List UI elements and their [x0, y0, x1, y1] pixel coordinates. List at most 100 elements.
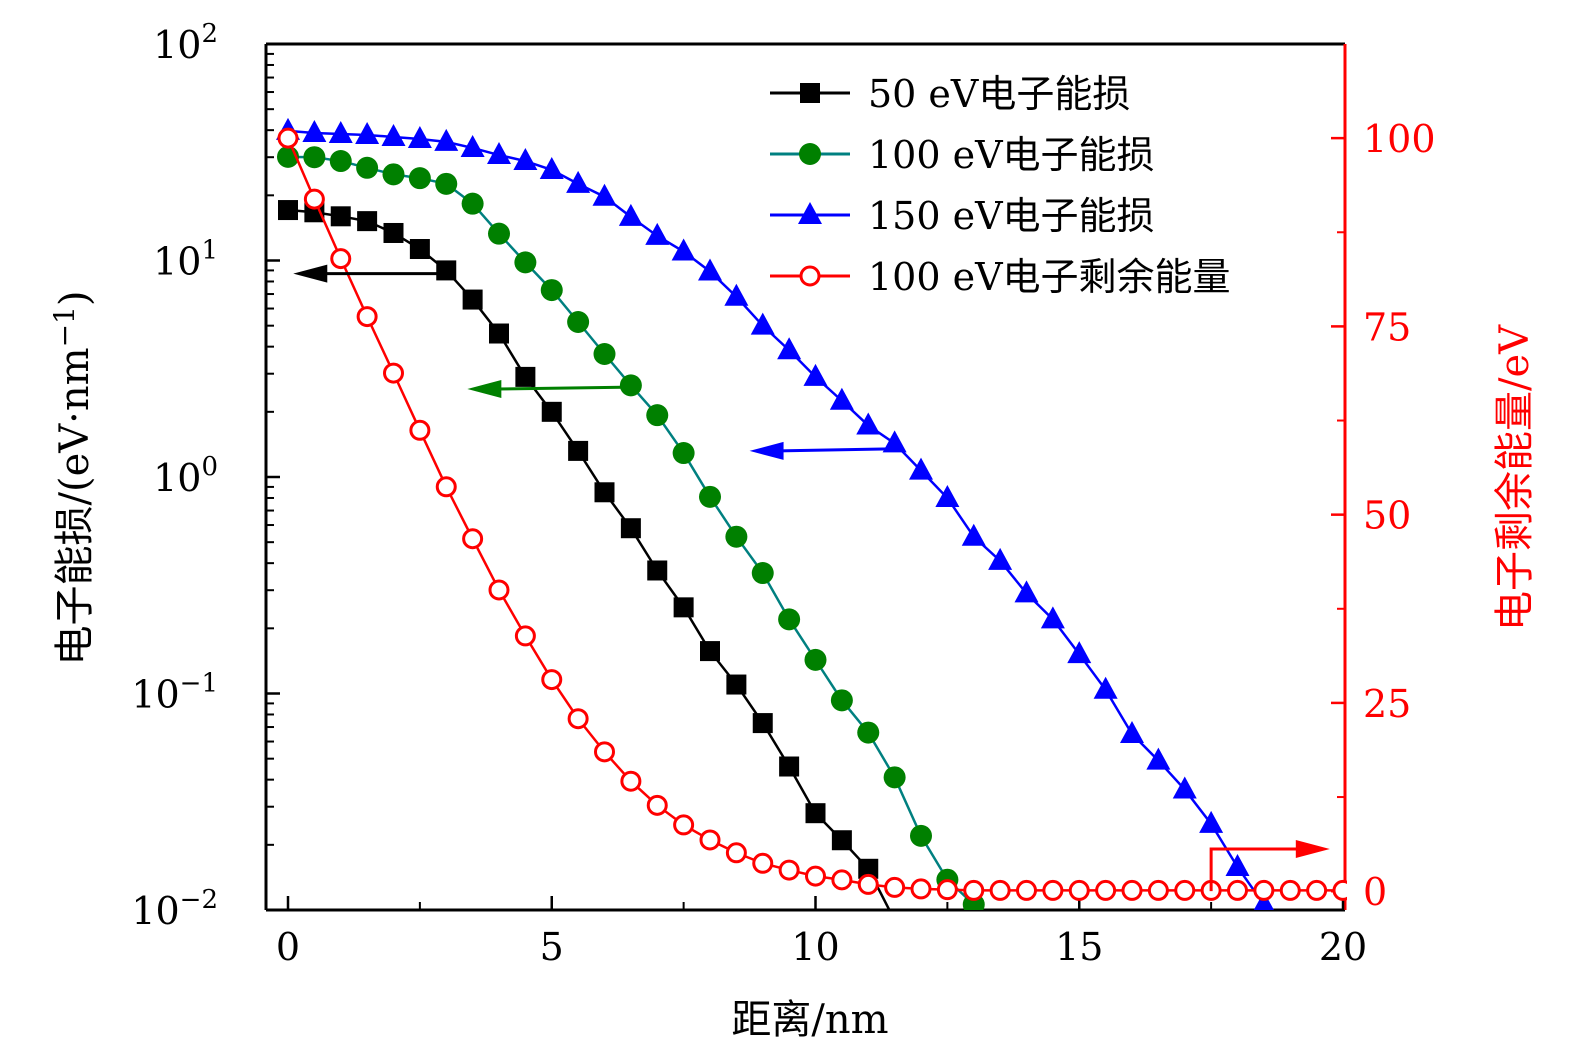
data-point [594, 741, 615, 763]
data-point [988, 547, 1013, 570]
tick-exponent: 0 [201, 452, 218, 482]
y-left-tick-label: 10−2 [131, 885, 218, 933]
data-point [1225, 853, 1250, 876]
data-point [856, 412, 881, 435]
data-point [829, 387, 854, 410]
legend-item: 50 eV电子能损 [770, 72, 1130, 116]
arrow-shaft [497, 385, 631, 391]
data-point [593, 342, 616, 365]
data-point [830, 689, 853, 712]
data-point [1042, 879, 1064, 901]
arrow-head [1295, 840, 1330, 859]
data-point [752, 713, 773, 734]
data-point [407, 126, 432, 149]
data-point [408, 167, 431, 190]
data-point [646, 794, 668, 816]
tick-exponent: −2 [180, 885, 218, 915]
data-point [567, 310, 590, 333]
data-point [488, 579, 510, 601]
data-point [645, 222, 670, 245]
data-point [434, 128, 459, 151]
data-point [1093, 676, 1118, 699]
x-axis-title: 距离/nm [731, 997, 888, 1043]
legend-marker [800, 83, 820, 103]
series-square [278, 200, 891, 910]
data-point [1016, 879, 1037, 901]
tick-base: 10 [131, 889, 179, 933]
annotations [293, 264, 1330, 892]
data-point [1146, 747, 1171, 770]
data-point [303, 146, 326, 169]
data-point [278, 200, 298, 221]
legend-item: 100 eV电子能损 [770, 133, 1155, 177]
x-tick-label: 0 [276, 925, 300, 969]
data-point [724, 283, 749, 306]
data-point [910, 824, 932, 847]
data-point [805, 865, 826, 887]
data-point [620, 770, 642, 792]
data-point [778, 608, 801, 631]
legend: 50 eV电子能损 100 eV电子能损 150 eV电子能损 100 eV电子剩余能… [770, 72, 1231, 299]
legend-item: 150 eV电子能损 [770, 194, 1155, 238]
data-point [725, 525, 748, 548]
arrow-head [467, 379, 502, 398]
data-point [1332, 879, 1347, 901]
data-point [436, 260, 457, 281]
tick-exponent: −1 [180, 669, 218, 699]
data-point [989, 879, 1011, 901]
data-point [383, 222, 404, 243]
x-tick-label: 15 [1055, 925, 1103, 969]
arrow-shaft [779, 447, 895, 453]
series-line [287, 208, 891, 910]
x-tick-label: 20 [1319, 925, 1367, 969]
data-point [673, 597, 694, 618]
data-point [355, 121, 380, 144]
data-point [647, 560, 668, 581]
data-point [1068, 879, 1090, 901]
data-point [1014, 580, 1039, 603]
data-point [858, 858, 879, 879]
arrow-head [293, 264, 328, 283]
y-right-tick-label: 100 [1363, 117, 1436, 161]
data-point [1199, 810, 1224, 833]
data-point [513, 148, 538, 171]
data-point [750, 312, 775, 335]
series-line [287, 129, 1265, 906]
data-point [303, 188, 325, 210]
data-point [592, 183, 617, 206]
tick-exponent: 2 [201, 19, 218, 49]
data-point [409, 419, 431, 441]
data-point [566, 170, 591, 193]
y-right-tick-label: 50 [1363, 494, 1411, 538]
data-point [935, 484, 960, 507]
data-point [936, 879, 958, 901]
arrow-shaft [1209, 847, 1300, 892]
data-point [1147, 879, 1169, 901]
data-point [514, 625, 536, 647]
data-point [567, 708, 589, 730]
legend-item: 100 eV电子剩余能量 [770, 255, 1231, 299]
data-point [700, 641, 720, 662]
tick-base: 10 [153, 23, 201, 67]
data-point [541, 669, 563, 691]
data-point [568, 440, 589, 461]
data-point [514, 251, 537, 274]
legend-marker [799, 143, 821, 165]
data-point [699, 829, 721, 851]
data-point [803, 363, 828, 386]
data-point [488, 222, 510, 245]
y-left-tick-label: 102 [153, 19, 218, 67]
data-point [302, 120, 327, 143]
y-right-tick-label: 75 [1363, 305, 1411, 349]
data-point [752, 852, 774, 874]
tick-exponent: 1 [201, 236, 218, 266]
data-point [778, 859, 800, 881]
series-open-circle [277, 127, 1347, 901]
data-point [462, 289, 483, 310]
data-point [779, 756, 800, 777]
legend-label: 100 eV电子能损 [868, 133, 1155, 177]
data-point [884, 876, 906, 898]
data-point [726, 674, 747, 695]
